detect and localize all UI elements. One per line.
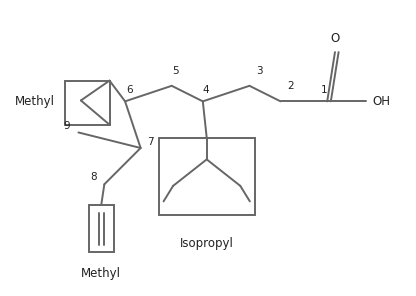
Text: 1: 1 <box>321 85 328 95</box>
Text: 2: 2 <box>287 81 294 91</box>
Bar <box>89 205 114 252</box>
Text: O: O <box>330 32 339 45</box>
Text: Methyl: Methyl <box>15 95 54 108</box>
Text: 8: 8 <box>91 171 97 181</box>
Text: 9: 9 <box>64 121 70 131</box>
Text: Methyl: Methyl <box>81 267 121 280</box>
Text: 5: 5 <box>173 66 179 76</box>
Bar <box>159 138 255 215</box>
Text: Isopropyl: Isopropyl <box>180 237 234 250</box>
Text: OH: OH <box>373 95 391 108</box>
Text: 3: 3 <box>257 66 263 76</box>
Bar <box>65 81 109 125</box>
Text: 6: 6 <box>126 85 133 95</box>
Text: 4: 4 <box>202 85 209 95</box>
Text: 7: 7 <box>147 137 153 147</box>
